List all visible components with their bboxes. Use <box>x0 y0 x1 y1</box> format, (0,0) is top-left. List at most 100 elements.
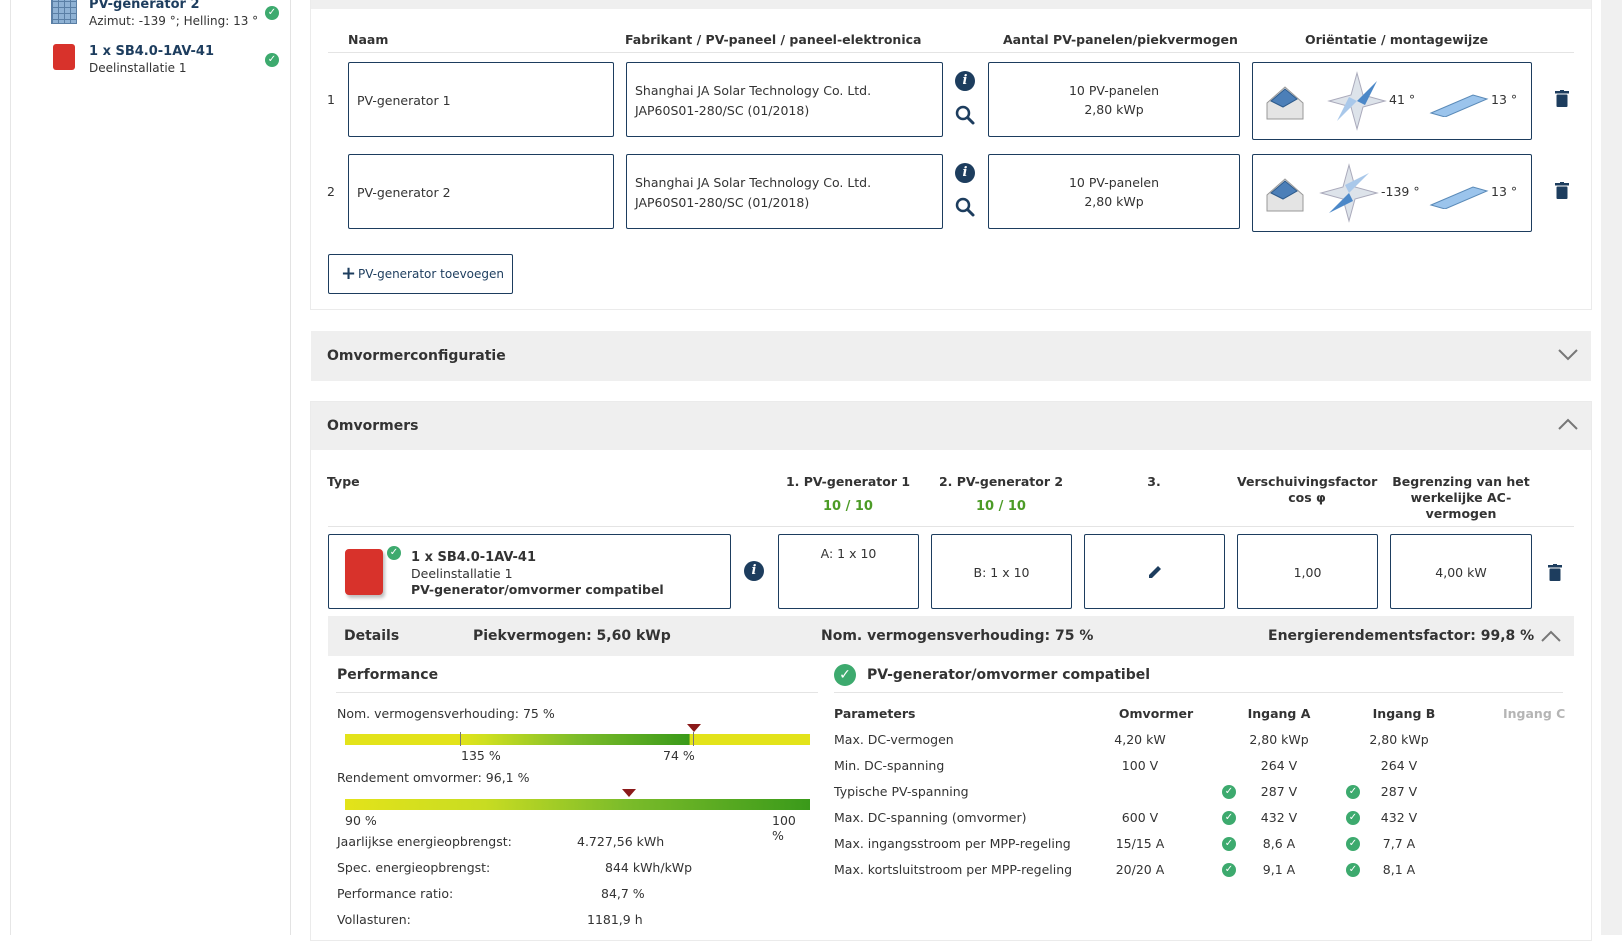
chevron-up-icon[interactable] <box>1541 630 1561 642</box>
sidebar: PV-generator 2 Azimut: -139 °; Helling: … <box>11 0 290 935</box>
chevron-down-icon[interactable] <box>1558 349 1578 361</box>
sidebar-item-subtitle: Deelinstallatie 1 <box>89 61 187 75</box>
details-label: Details <box>344 628 400 644</box>
col-header-ac-limit: Begrenzing van het werkelijke AC- vermog… <box>1390 474 1532 522</box>
compat-inverter-value: 15/15 A <box>1115 836 1165 851</box>
sidebar-item-pv-generator-2[interactable]: PV-generator 2 Azimut: -139 °; Helling: … <box>51 0 291 32</box>
pencil-icon <box>1149 566 1161 578</box>
ratio-tick <box>693 732 694 746</box>
input-a-field[interactable]: A: 1 x 10 <box>778 534 919 609</box>
compat-title: PV-generator/omvormer compatibel <box>867 667 1151 683</box>
model-text: JAP60S01-280/SC (01/2018) <box>635 103 810 118</box>
pv-name-field[interactable]: PV-generator 1 <box>348 62 614 137</box>
section-title: Omvormerconfiguratie <box>327 348 506 364</box>
trash-icon[interactable] <box>1548 564 1562 581</box>
check-icon: ✓ <box>1346 837 1360 851</box>
azimuth-text: 41 ° <box>1389 92 1416 107</box>
details-bar[interactable]: Details Piekvermogen: 5,60 kWp Nom. verm… <box>328 616 1574 656</box>
efficiency-scale-right: 100 % <box>772 813 796 843</box>
chevron-up-icon[interactable] <box>1558 418 1578 430</box>
solar-panel-icon <box>51 0 77 24</box>
orientation-field[interactable]: -139 ° 13 ° <box>1252 154 1532 232</box>
check-icon: ✓ <box>1346 785 1360 799</box>
tilt-text: 13 ° <box>1491 92 1518 107</box>
compat-input-b: 264 V <box>1380 758 1418 773</box>
header-divider <box>328 526 1574 527</box>
add-pv-generator-button[interactable]: + PV-generator toevoegen <box>328 254 513 294</box>
input-b-field[interactable]: B: 1 x 10 <box>931 534 1072 609</box>
col-header-orientation: Oriëntatie / montagewijze <box>1305 32 1489 47</box>
stat-label: Vollasturen: <box>337 912 411 927</box>
gen1-count: 10 / 10 <box>823 499 873 514</box>
compat-input-b: 8,1 A <box>1382 862 1416 877</box>
compat-param: Max. kortsluitstroom per MPP-regeling <box>834 862 1073 877</box>
col-header-name: Naam <box>348 32 389 47</box>
trash-icon[interactable] <box>1555 90 1569 107</box>
manufacturer-field[interactable]: Shanghai JA Solar Technology Co. Ltd. JA… <box>626 62 943 137</box>
stat-value: 4.727,56 kWh <box>577 834 665 849</box>
inverter-config-section-header[interactable]: Omvormerconfiguratie <box>311 331 1591 381</box>
panel-count-field[interactable]: 10 PV-panelen 2,80 kWp <box>988 154 1240 229</box>
input-c-edit-button[interactable] <box>1084 534 1225 609</box>
panel-count-text: 10 PV-panelen <box>1068 83 1160 98</box>
ratio-tick <box>460 732 461 746</box>
cosphi-value: 1,00 <box>1293 565 1322 580</box>
sidebar-divider <box>290 0 291 935</box>
compat-inverter-value: 100 V <box>1121 758 1159 773</box>
inverter-status: PV-generator/omvormer compatibel <box>411 582 664 597</box>
pv-row: 2 PV-generator 2 Shanghai JA Solar Techn… <box>326 152 1576 232</box>
panel-count-field[interactable]: 10 PV-panelen 2,80 kWp <box>988 62 1240 137</box>
check-icon: ✓ <box>1222 837 1236 851</box>
compat-input-b: 7,7 A <box>1382 836 1416 851</box>
check-icon: ✓ <box>265 53 279 67</box>
inverters-section-header[interactable]: Omvormers <box>311 402 1591 450</box>
row-index: 2 <box>327 184 335 199</box>
ratio-scale-right: 74 % <box>663 748 695 763</box>
input-b-text: B: 1 x 10 <box>973 565 1030 580</box>
gen1-label: 1. PV-generator 1 <box>785 474 911 489</box>
col-header-gen3: 3. <box>1147 474 1161 489</box>
col-header-type: Type <box>327 474 360 489</box>
efficiency-scale-left: 90 % <box>345 813 377 828</box>
panel-power-text: 2,80 kWp <box>1084 194 1144 209</box>
input-a-text: A: 1 x 10 <box>820 546 877 561</box>
compat-inverter-value: 4,20 kW <box>1114 732 1166 747</box>
cosphi-field[interactable]: 1,00 <box>1237 534 1378 609</box>
panel-power-text: 2,80 kWp <box>1084 102 1144 117</box>
manufacturer-field[interactable]: Shanghai JA Solar Technology Co. Ltd. JA… <box>626 154 943 229</box>
sidebar-item-inverter[interactable]: 1 x SB4.0-1AV-41 Deelinstallatie 1 ✓ <box>51 42 291 78</box>
compat-input-a: 9,1 A <box>1262 862 1296 877</box>
compat-input-b: 287 V <box>1380 784 1418 799</box>
azimuth-text: -139 ° <box>1381 184 1420 199</box>
compat-param: Typische PV-spanning <box>834 784 969 799</box>
manufacturer-text: Shanghai JA Solar Technology Co. Ltd. <box>635 83 872 98</box>
section-title: Omvormers <box>327 418 419 434</box>
manufacturer-text: Shanghai JA Solar Technology Co. Ltd. <box>635 175 872 190</box>
col-header-cosphi: Verschuivingsfactor cos φ <box>1237 474 1377 506</box>
stat-label: Performance ratio: <box>337 886 454 901</box>
info-icon[interactable]: i <box>955 71 975 91</box>
compat-inverter-value: 20/20 A <box>1115 862 1165 877</box>
ac-limit-field[interactable]: 4,00 kW <box>1390 534 1532 609</box>
search-icon[interactable] <box>954 196 976 218</box>
orientation-field[interactable]: 41 ° 13 ° <box>1252 62 1532 140</box>
panel-top-bar <box>311 0 1591 9</box>
plus-icon: + <box>341 263 357 284</box>
compat-row: Max. ingangsstroom per MPP-regeling 15/15… <box>834 836 1574 856</box>
col-header-count: Aantal PV-panelen/piekvermogen <box>1003 32 1238 47</box>
info-icon[interactable]: i <box>955 163 975 183</box>
efficiency-bar <box>345 799 810 810</box>
compat-row: Min. DC-spanning 100 V 264 V 264 V <box>834 758 1574 778</box>
cosphi-line2: cos φ <box>1288 490 1326 505</box>
inverter-icon <box>53 44 75 70</box>
compat-check-icon: ✓ <box>834 664 856 686</box>
info-icon[interactable]: i <box>744 561 764 581</box>
search-icon[interactable] <box>954 104 976 126</box>
panel-count-text: 10 PV-panelen <box>1068 175 1160 190</box>
stat-value: 84,7 % <box>601 886 645 901</box>
pv-name-field[interactable]: PV-generator 2 <box>348 154 614 229</box>
trash-icon[interactable] <box>1555 182 1569 199</box>
house-icon <box>1266 86 1304 120</box>
inverter-type-field[interactable]: ✓ 1 x SB4.0-1AV-41 Deelinstallatie 1 PV-… <box>328 534 731 609</box>
cosphi-line1: Verschuivingsfactor <box>1237 474 1378 489</box>
